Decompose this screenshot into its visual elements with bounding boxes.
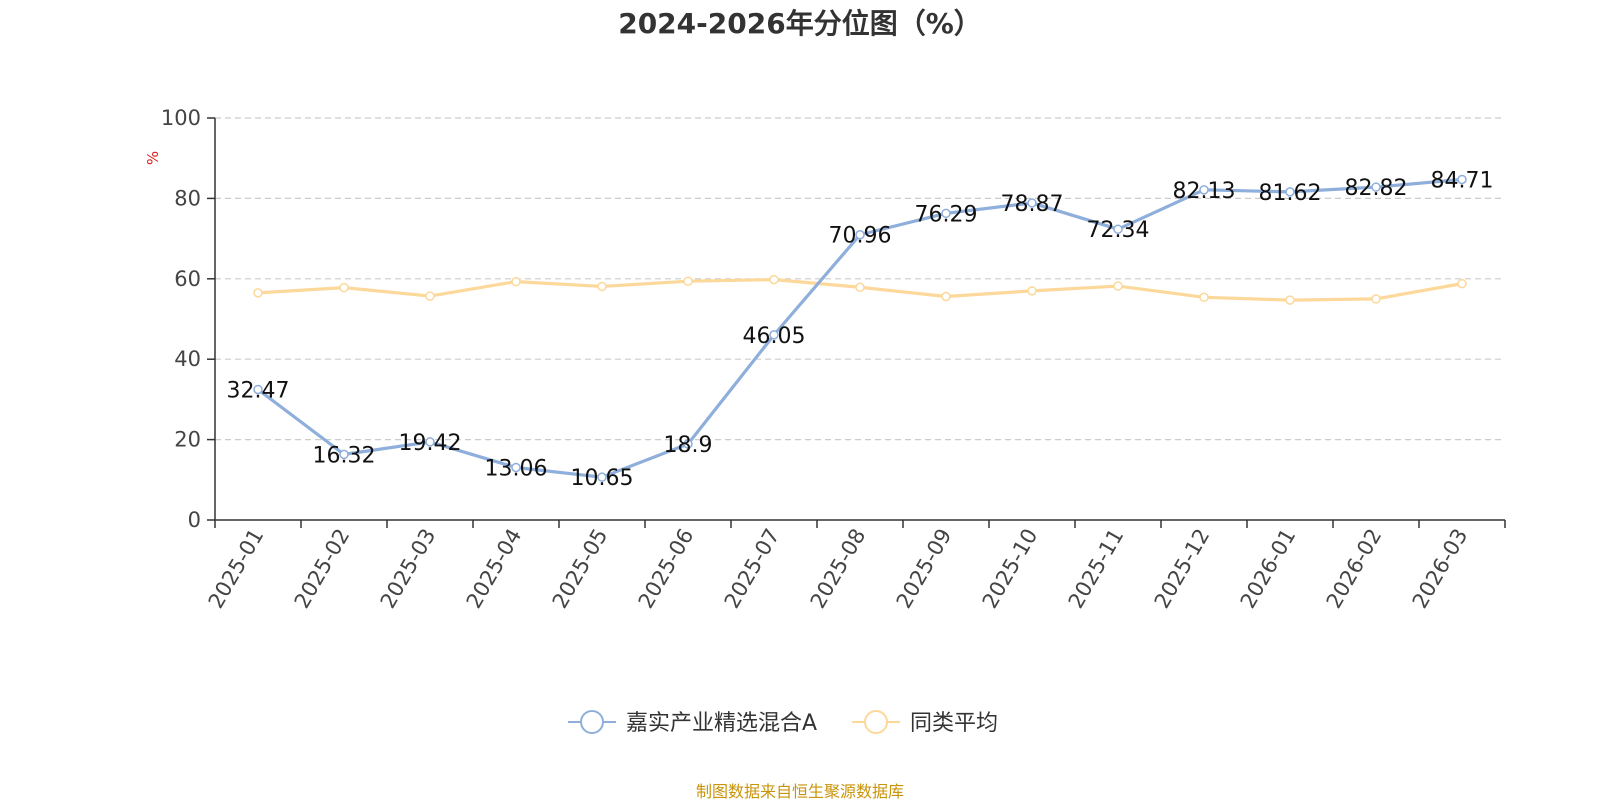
data-point [1285, 187, 1295, 197]
legend-label: 嘉实产业精选混合A [626, 711, 817, 736]
data-point [1371, 182, 1381, 192]
data-point [339, 449, 349, 460]
data-point [941, 291, 951, 302]
legend-label: 同类平均 [910, 711, 998, 736]
y-axis-label: % [144, 151, 162, 165]
data-label: 18.9 [664, 433, 713, 458]
data-point [511, 462, 521, 473]
data-point [1113, 224, 1123, 234]
y-tick-label: 60 [174, 267, 201, 291]
data-label: 70.96 [829, 224, 892, 249]
grid-lines [215, 117, 1505, 441]
data-point [1113, 281, 1123, 291]
x-tick-label: 2025-12 [1150, 525, 1215, 613]
data-point [1199, 185, 1209, 195]
x-tick-label: 2025-01 [204, 525, 269, 613]
legend-marker [580, 710, 604, 734]
data-point [425, 291, 435, 301]
data-point [511, 276, 521, 287]
data-point [855, 229, 865, 240]
x-tick-label: 2025-02 [290, 525, 355, 613]
data-point [1027, 198, 1037, 208]
data-label: 72.34 [1087, 218, 1150, 243]
y-tick-label: 80 [174, 186, 201, 210]
data-point [769, 330, 779, 340]
data-label: 76.29 [915, 202, 978, 227]
data-label: 10.65 [571, 466, 634, 491]
data-labels: 32.47 16.32 19.42 13.06 10.65 18.9 46.05 70.96 7… [227, 168, 1494, 491]
data-point [339, 282, 349, 293]
y-tick-label: 100 [161, 106, 201, 130]
data-point [597, 281, 607, 292]
data-point [253, 384, 263, 395]
data-point [1371, 294, 1381, 304]
x-tick-label: 2025-09 [892, 525, 957, 613]
data-label: 82.13 [1173, 179, 1236, 204]
data-point [1027, 286, 1037, 296]
data-point [1457, 278, 1467, 289]
x-tick-label: 2025-07 [720, 525, 785, 613]
data-label: 46.05 [743, 324, 806, 349]
x-tick-label: 2026-03 [1408, 525, 1473, 613]
y-tick-label: 40 [174, 347, 201, 371]
x-tick-label: 2025-11 [1064, 525, 1129, 613]
data-label: 78.87 [1001, 192, 1064, 217]
data-point [769, 274, 779, 285]
x-tick-label: 2025-10 [978, 525, 1043, 613]
data-point [597, 472, 607, 482]
data-label: 32.47 [227, 378, 290, 403]
x-tick-label: 2025-05 [548, 525, 613, 613]
data-label: 13.06 [485, 456, 548, 481]
x-tick-label: 2025-08 [806, 525, 871, 613]
data-point [1457, 174, 1467, 185]
data-point [683, 439, 693, 449]
data-label: 19.42 [399, 431, 462, 456]
data-point [683, 276, 693, 286]
data-label: 82.82 [1345, 176, 1408, 201]
x-tick-label: 2025-06 [634, 525, 699, 613]
data-point [1285, 295, 1295, 305]
data-point [855, 282, 865, 292]
x-tick-label: 2025-04 [462, 525, 527, 613]
legend: 嘉实产业精选混合A 同类平均 [568, 710, 998, 736]
data-label: 81.62 [1259, 181, 1322, 206]
source-footnote: 制图数据来自恒生聚源数据库 [695, 782, 904, 801]
chart-title: 2024-2026年分位图（%） [618, 7, 982, 40]
data-label: 84.71 [1431, 168, 1494, 193]
data-point [1199, 292, 1209, 303]
data-point [253, 288, 263, 298]
x-tick-label: 2026-01 [1236, 525, 1301, 613]
x-tick-label: 2026-02 [1322, 525, 1387, 613]
data-point [941, 208, 951, 219]
data-point [425, 437, 435, 447]
legend-marker [864, 710, 888, 734]
series-layer [253, 174, 1467, 482]
x-tick-label: 2025-03 [376, 525, 441, 613]
data-label: 16.32 [313, 443, 376, 468]
y-tick-label: 0 [188, 508, 201, 532]
y-tick-label: 20 [174, 428, 201, 452]
